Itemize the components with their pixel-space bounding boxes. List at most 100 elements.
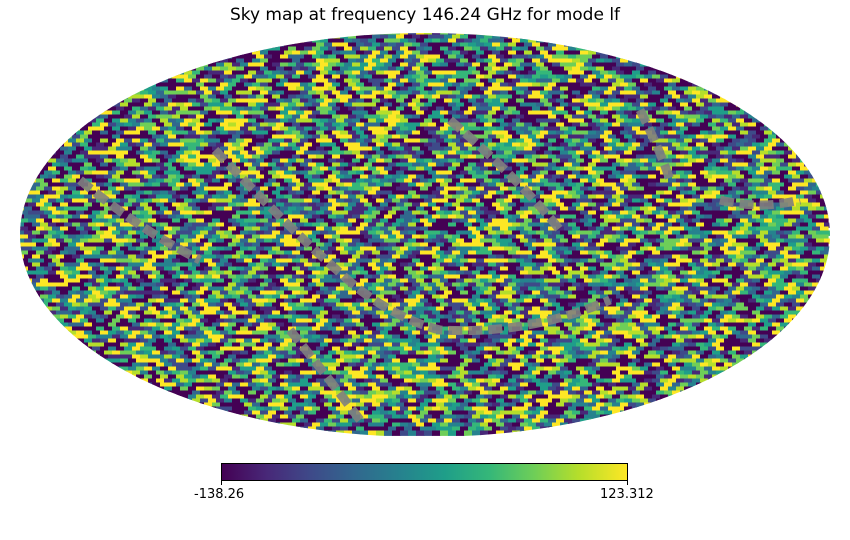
map-pixel — [640, 150, 649, 156]
map-pixel — [700, 210, 709, 216]
map-pixel — [436, 250, 445, 256]
map-pixel — [184, 118, 193, 124]
map-pixel — [580, 106, 589, 112]
map-pixel — [400, 254, 409, 260]
map-pixel — [100, 234, 109, 240]
map-pixel — [388, 66, 397, 72]
map-pixel — [708, 98, 717, 104]
map-pixel — [588, 90, 597, 96]
map-pixel — [296, 166, 305, 172]
map-pixel — [424, 198, 433, 204]
map-pixel — [280, 230, 289, 236]
map-pixel — [392, 150, 401, 156]
map-pixel — [464, 198, 473, 204]
map-pixel — [728, 102, 737, 108]
map-pixel — [184, 94, 193, 100]
map-pixel — [232, 222, 241, 228]
map-pixel — [192, 174, 201, 180]
map-pixel — [576, 78, 585, 84]
map-pixel — [128, 230, 137, 236]
map-pixel — [192, 62, 201, 68]
map-pixel — [300, 210, 309, 216]
map-pixel — [308, 210, 317, 216]
map-pixel — [720, 126, 729, 132]
map-pixel — [784, 150, 793, 156]
map-pixel — [76, 202, 85, 208]
map-pixel — [160, 222, 169, 228]
map-pixel — [32, 190, 41, 196]
map-pixel — [228, 202, 237, 208]
map-pixel — [248, 174, 257, 180]
map-pixel — [224, 78, 233, 84]
map-pixel — [624, 166, 633, 172]
map-pixel — [672, 214, 681, 220]
map-pixel — [76, 234, 85, 240]
map-pixel — [204, 138, 213, 144]
map-pixel — [288, 214, 297, 220]
map-pixel — [580, 218, 589, 224]
map-pixel — [824, 254, 830, 260]
map-pixel — [672, 230, 681, 236]
map-pixel — [520, 150, 529, 156]
map-pixel — [484, 226, 493, 232]
map-pixel — [324, 210, 333, 216]
map-pixel — [672, 174, 681, 180]
map-pixel — [68, 218, 77, 224]
map-pixel — [588, 170, 597, 176]
map-pixel — [664, 206, 673, 212]
map-pixel — [824, 246, 830, 252]
map-pixel — [480, 86, 489, 92]
map-pixel — [264, 94, 273, 100]
map-pixel — [60, 250, 69, 256]
map-pixel — [72, 222, 81, 228]
map-pixel — [808, 238, 817, 244]
map-pixel — [500, 186, 509, 192]
map-pixel — [764, 226, 773, 232]
map-pixel — [108, 194, 117, 200]
map-pixel — [788, 210, 797, 216]
map-pixel — [516, 122, 525, 128]
map-pixel — [672, 246, 681, 252]
map-pixel — [508, 162, 517, 168]
map-pixel — [516, 234, 525, 240]
map-pixel — [776, 246, 785, 252]
map-pixel — [540, 42, 549, 48]
map-pixel — [756, 250, 765, 256]
map-pixel — [584, 246, 593, 252]
map-pixel — [660, 186, 669, 192]
map-pixel — [128, 118, 137, 124]
map-pixel — [264, 182, 273, 188]
map-pixel — [408, 118, 417, 124]
map-pixel — [448, 206, 457, 212]
map-pixel — [280, 262, 289, 268]
map-pixel — [692, 170, 701, 176]
map-pixel — [496, 198, 505, 204]
map-pixel — [652, 210, 661, 216]
map-pixel — [260, 122, 269, 128]
map-pixel — [32, 230, 41, 236]
map-pixel — [436, 186, 445, 192]
map-pixel — [496, 174, 505, 180]
map-pixel — [320, 166, 329, 172]
map-pixel — [576, 150, 585, 156]
map-pixel — [484, 106, 493, 112]
map-pixel — [728, 166, 737, 172]
map-pixel — [256, 206, 265, 212]
map-pixel — [636, 218, 645, 224]
map-pixel — [144, 246, 153, 252]
map-pixel — [456, 254, 465, 260]
map-pixel — [224, 222, 233, 228]
map-pixel — [792, 166, 801, 172]
map-pixel — [460, 50, 469, 56]
map-pixel — [556, 66, 565, 72]
map-pixel — [596, 162, 605, 168]
map-pixel — [348, 114, 357, 120]
map-pixel — [580, 210, 589, 216]
map-pixel — [792, 222, 801, 228]
map-pixel — [412, 130, 421, 136]
map-pixel — [304, 158, 313, 164]
map-pixel — [376, 38, 385, 44]
map-pixel — [560, 54, 569, 60]
map-pixel — [144, 118, 153, 124]
map-pixel — [612, 106, 621, 112]
